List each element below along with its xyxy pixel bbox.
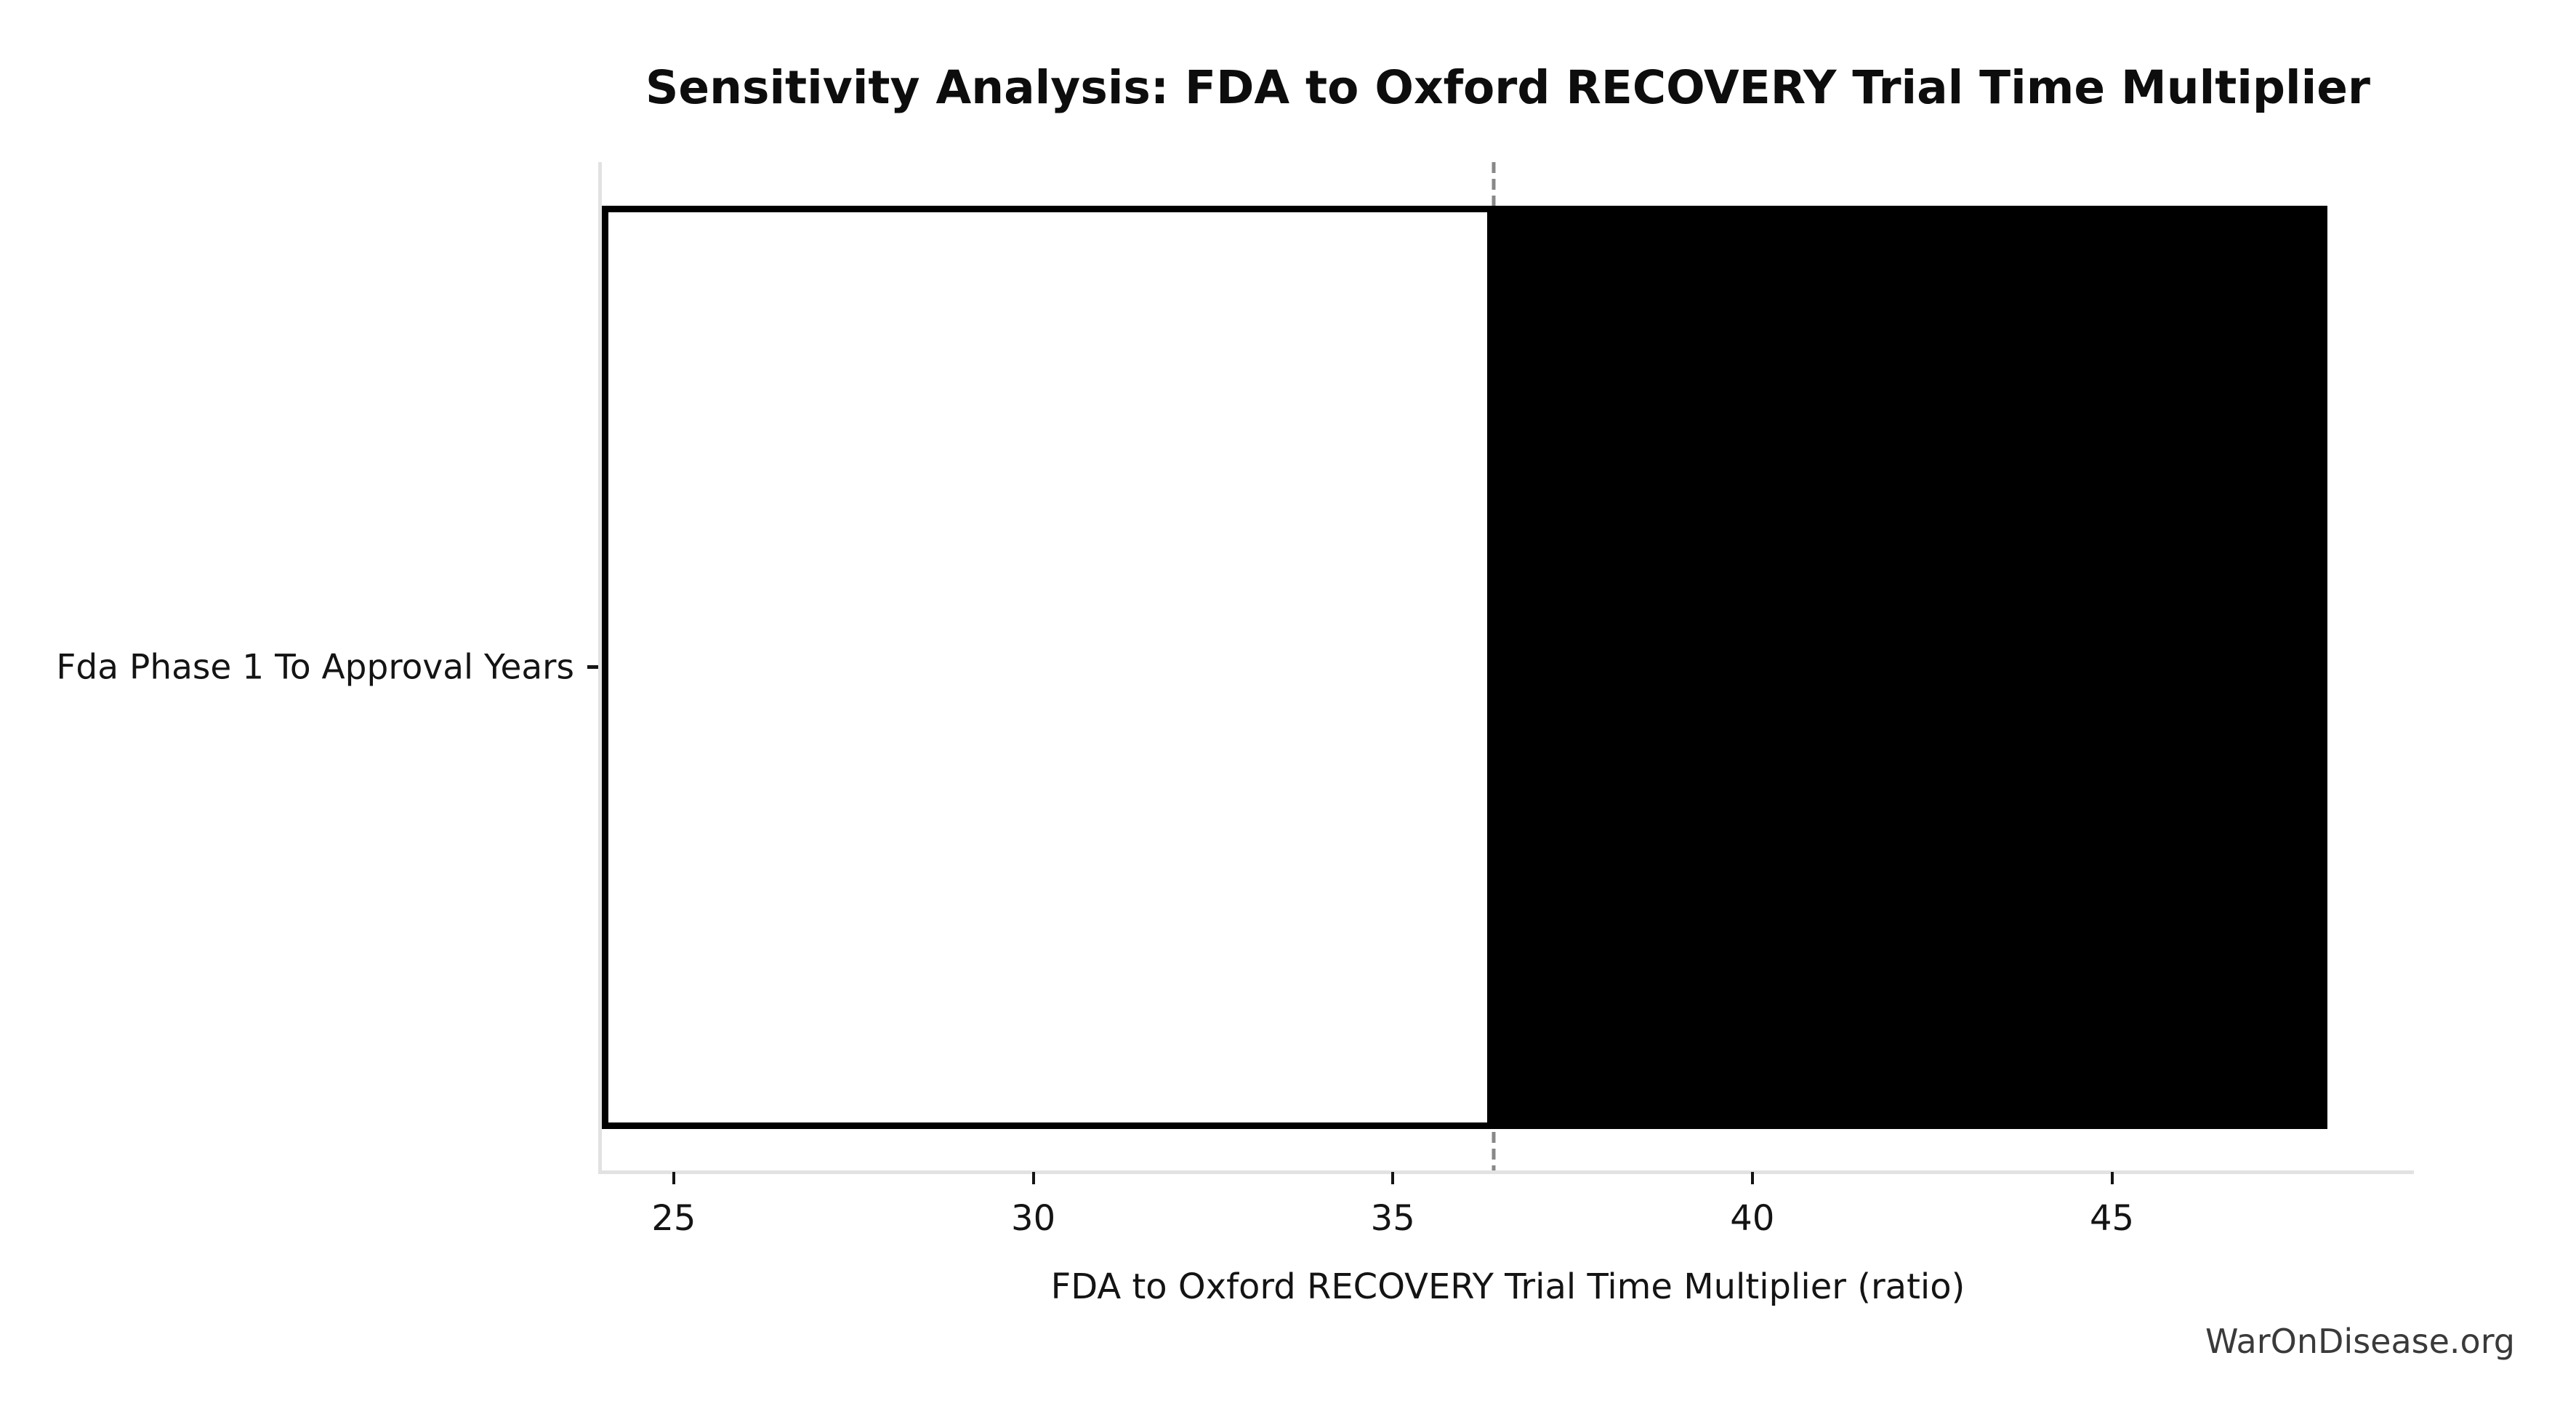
- x-axis-tick-labels: 25 30 35 40 45: [602, 1198, 2414, 1242]
- chart-title: Sensitivity Analysis: FDA to Oxford RECO…: [645, 61, 2370, 114]
- bar-low-segment: [602, 206, 1494, 1129]
- y-axis-tick-mark: [587, 665, 599, 669]
- plot-area: [598, 162, 2414, 1174]
- x-axis-label: FDA to Oxford RECOVERY Trial Time Multip…: [1050, 1266, 1965, 1307]
- y-axis-category-label: Fda Phase 1 To Approval Years: [56, 647, 574, 688]
- x-tick-mark: [1031, 1172, 1035, 1184]
- x-tick-mark: [2110, 1172, 2114, 1184]
- bar-high-segment: [1489, 206, 2328, 1129]
- x-tick-label: 30: [1011, 1198, 1056, 1239]
- watermark: WarOnDisease.org: [2205, 1322, 2515, 1361]
- x-tick-mark: [672, 1172, 675, 1184]
- x-tick-label: 35: [1370, 1198, 1415, 1239]
- x-tick-label: 45: [2089, 1198, 2135, 1239]
- x-tick-label: 40: [1730, 1198, 1775, 1239]
- x-tick-mark: [1391, 1172, 1395, 1184]
- x-tick-label: 25: [651, 1198, 696, 1239]
- x-tick-mark: [1750, 1172, 1754, 1184]
- x-axis-ticks: [602, 1172, 2414, 1185]
